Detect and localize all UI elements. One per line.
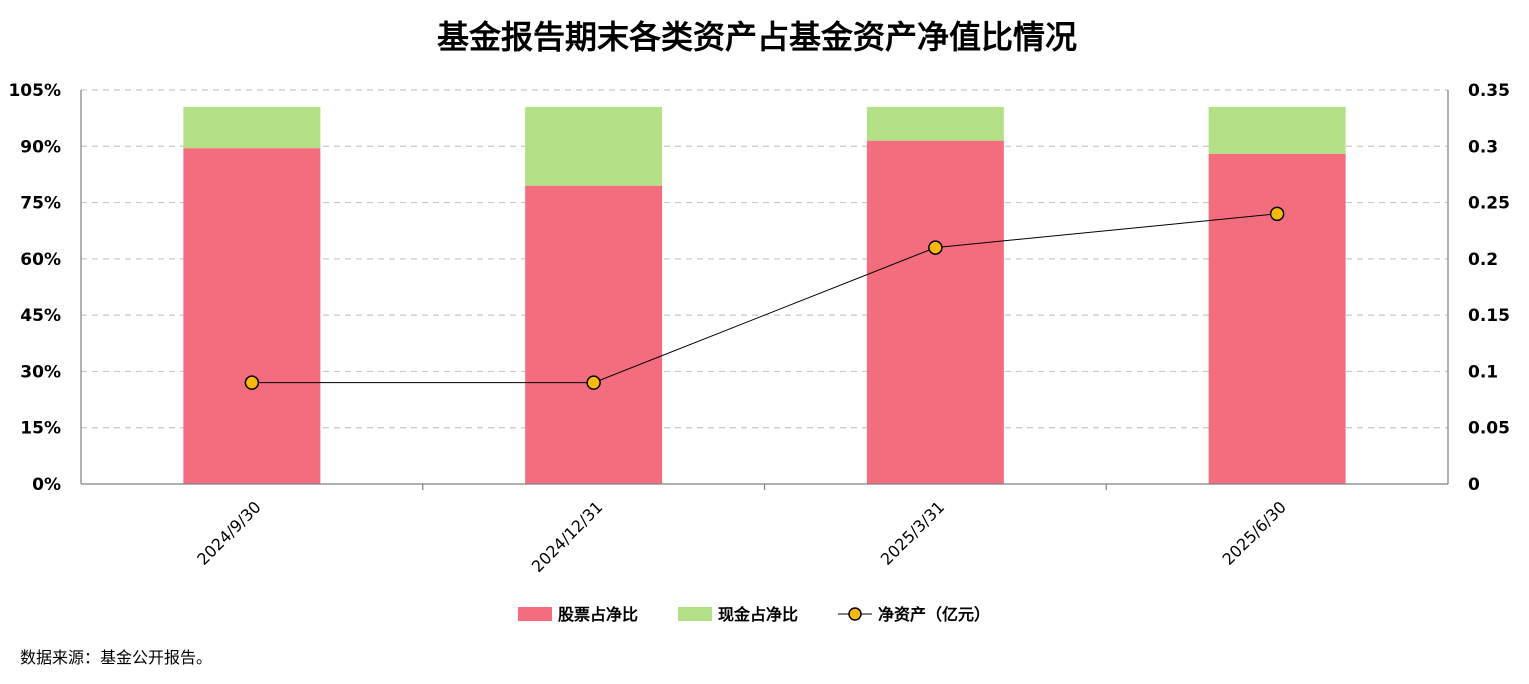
y-right-tick-label: 0.1 [1468, 362, 1498, 382]
bar-cash [866, 106, 1004, 141]
net-asset-point [586, 375, 601, 390]
legend-net-asset-label: 净资产（亿元） [878, 605, 990, 624]
bar-stock [866, 140, 1004, 484]
net-asset-point [1269, 206, 1285, 222]
legend: 股票占净比 现金占净比 净资产（亿元） [518, 605, 990, 624]
bars [183, 106, 1346, 485]
y-left-tick-label: 105% [8, 81, 61, 101]
bar-stock [525, 185, 663, 484]
net-asset-point [928, 240, 943, 255]
y-right-tick-label: 0.35 [1468, 81, 1510, 101]
y-left-tick-label: 60% [20, 250, 61, 270]
bar-stock [183, 148, 321, 484]
y-right-tick-label: 0.05 [1468, 419, 1510, 439]
x-axis-ticks: 2024/9/30 2024/12/31 2025/3/31 2025/6/30 [193, 497, 1290, 576]
axes [80, 90, 1449, 490]
x-tick-label: 2025/3/31 [877, 497, 948, 568]
bar-cash [525, 106, 663, 186]
x-tick-label: 2024/9/30 [193, 497, 264, 568]
bar-stock [1208, 153, 1346, 485]
y-right-tick-label: 0.15 [1468, 306, 1510, 326]
y-left-tick-label: 15% [20, 419, 61, 439]
legend-cash-swatch [678, 607, 712, 621]
source-note: 数据来源：基金公开报告。 [20, 648, 213, 667]
net-asset-polyline [251, 213, 1278, 384]
y-right-tick-label: 0 [1468, 475, 1480, 495]
net-asset-point [244, 375, 260, 390]
legend-net-asset-marker [848, 607, 862, 621]
chart-title: 基金报告期末各类资产占基金资产净值比情况 [437, 18, 1077, 56]
y-left-tick-label: 90% [20, 137, 61, 157]
bar-cash [183, 106, 321, 149]
y-left-tick-label: 30% [20, 362, 61, 382]
x-tick-label: 2024/12/31 [528, 497, 607, 576]
legend-cash-label: 现金占净比 [718, 605, 798, 624]
y-left-tick-label: 75% [20, 194, 61, 214]
y-left-tick-label: 45% [20, 306, 61, 326]
net-asset-line [244, 206, 1285, 390]
y-axis-right-ticks: 0 0.05 0.1 0.15 0.2 0.25 0.3 0.35 [1468, 81, 1510, 495]
x-tick-label: 2025/6/30 [1219, 497, 1290, 568]
bar-cash [1208, 106, 1346, 154]
legend-stock-swatch [518, 607, 552, 621]
legend-stock-label: 股票占净比 [558, 605, 638, 624]
y-right-tick-label: 0.3 [1468, 137, 1498, 157]
y-axis-left-ticks: 0% 15% 30% 45% 60% 75% 90% 105% [8, 81, 61, 495]
y-right-tick-label: 0.2 [1468, 250, 1498, 270]
y-right-tick-label: 0.25 [1468, 194, 1510, 214]
y-left-tick-label: 0% [32, 475, 61, 495]
